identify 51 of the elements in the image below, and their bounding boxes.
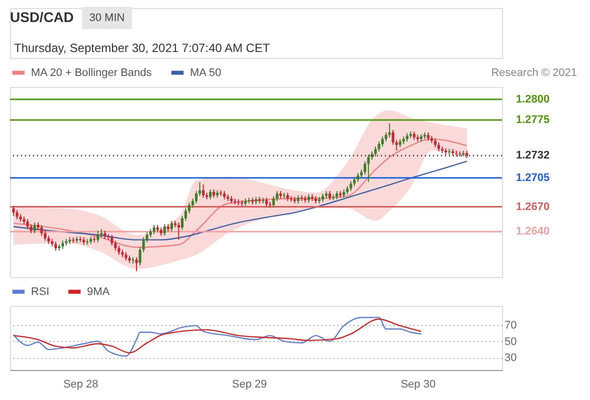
- candlestick: [170, 220, 173, 232]
- candlestick: [135, 256, 138, 272]
- candlestick: [152, 224, 156, 235]
- candlestick: [364, 160, 366, 176]
- ref-line-label: 1.2775: [516, 114, 550, 126]
- y-tick-label: 30: [504, 352, 517, 364]
- ref-line-label: 1.2800: [516, 93, 550, 106]
- text: 30 MIN: [89, 12, 125, 24]
- candlestick: [40, 224, 43, 236]
- legend-label: 9MA: [87, 286, 110, 298]
- ref-line-label: 1.2640: [516, 226, 550, 238]
- candlestick: [110, 234, 114, 246]
- x-tick-label: Sep 28: [63, 378, 98, 390]
- legend-label: MA 50: [190, 66, 222, 79]
- candlestick: [12, 205, 15, 216]
- legend-label: RSI: [31, 286, 50, 298]
- ref-line-label: 1.2732: [516, 150, 550, 162]
- y-tick-label: 70: [504, 319, 517, 332]
- candlestick: [16, 210, 18, 220]
- chart-subtitle: Thursday, September 30, 2021 7:07:40 AM CET: [14, 41, 271, 55]
- candlestick: [328, 190, 332, 201]
- candlestick: [177, 222, 180, 240]
- candlestick: [374, 146, 377, 157]
- ref-line-label: 1.2670: [516, 200, 550, 213]
- candlestick: [276, 190, 278, 202]
- x-tick-label: Sep 29: [232, 378, 267, 390]
- candlestick: [54, 240, 57, 252]
- ref-line-label: 1.2705: [516, 172, 550, 184]
- candlestick: [356, 172, 360, 182]
- candlestick: [353, 176, 356, 187]
- candlestick: [209, 188, 212, 200]
- chart-title: USD/CAD: [10, 9, 74, 25]
- candlestick: [26, 218, 29, 230]
- candlestick: [437, 142, 440, 152]
- candlestick: [96, 230, 100, 243]
- candlestick: [33, 222, 36, 234]
- candlestick: [44, 230, 46, 242]
- candlestick: [265, 197, 268, 208]
- candlestick: [350, 180, 352, 192]
- text: Research © 2021: [491, 67, 577, 79]
- y-tick-label: 50: [504, 336, 517, 348]
- candlestick: [191, 198, 194, 208]
- candlestick: [163, 224, 166, 236]
- legend-label: MA 20 + Bollinger Bands: [31, 66, 152, 79]
- candlestick: [367, 154, 370, 182]
- candlestick: [194, 190, 198, 204]
- candlestick: [388, 122, 391, 138]
- candlestick: [132, 256, 134, 264]
- candlestick: [30, 224, 32, 234]
- candlestick: [434, 138, 437, 148]
- x-tick-label: Sep 30: [400, 378, 436, 390]
